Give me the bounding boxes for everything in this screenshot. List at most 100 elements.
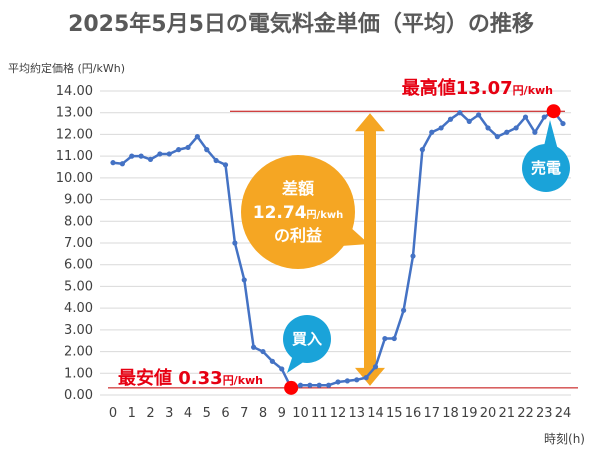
y-tick-label: 13.00: [56, 106, 93, 121]
x-tick-label: 1: [128, 406, 136, 421]
data-point: [316, 382, 322, 388]
diff-value: 12.74円/kwh: [253, 203, 343, 223]
data-point: [429, 129, 435, 135]
x-tick-label: 24: [555, 406, 572, 421]
buy-bubble: [283, 315, 331, 363]
x-tick-label: 6: [221, 406, 229, 421]
data-point: [307, 382, 313, 388]
x-tick-label: 21: [498, 406, 515, 421]
data-point: [485, 125, 491, 131]
data-point: [438, 125, 444, 131]
data-point: [119, 161, 125, 167]
chart-title: 2025年5月5日の電気料金単価（平均）の推移: [68, 11, 534, 37]
data-point: [560, 120, 566, 127]
y-tick-label: 14.00: [56, 84, 93, 99]
x-tick-label: 20: [480, 406, 497, 421]
x-tick-label: 10: [292, 406, 309, 421]
max-marker: [546, 104, 561, 119]
x-tick-label: 22: [517, 406, 534, 421]
data-point: [260, 348, 266, 355]
data-point: [344, 378, 350, 384]
data-point: [297, 382, 304, 388]
double-arrow: [355, 113, 385, 386]
data-point: [457, 110, 463, 116]
data-point: [194, 134, 200, 140]
data-point: [419, 147, 425, 153]
y-tick-label: 9.00: [64, 193, 93, 208]
x-tick-label: 16: [405, 406, 422, 421]
data-point: [391, 335, 397, 342]
data-point: [513, 125, 519, 131]
y-tick-label: 10.00: [56, 171, 93, 186]
data-point: [279, 366, 285, 372]
max-price-label: 最高値13.07円/kwh: [402, 77, 553, 99]
data-point: [466, 118, 472, 124]
diff-label-1: 差額: [282, 179, 314, 198]
data-point: [213, 157, 219, 164]
y-tick-label: 4.00: [64, 301, 93, 316]
x-tick-label: 17: [423, 406, 440, 421]
difference-arrow: [355, 113, 385, 386]
x-tick-label: 19: [461, 406, 478, 421]
data-point: [110, 160, 116, 166]
diff-bubble: [241, 155, 355, 269]
data-point: [241, 277, 247, 283]
y-tick-label: 8.00: [64, 214, 93, 229]
data-point: [354, 377, 360, 383]
y-tick-label: 5.00: [64, 279, 93, 294]
series-line-group: [110, 104, 566, 395]
buy-label: 買入: [292, 330, 322, 348]
x-tick-label: 9: [278, 406, 286, 421]
data-point: [222, 162, 229, 168]
data-point: [476, 112, 482, 118]
y-tick-labels: 0.00 1.00 2.00 3.00 4.00 5.00 6.00 7.00 8.00 9.00…: [56, 84, 93, 403]
y-axis-label: 平均約定価格 (円/kWh): [8, 61, 125, 75]
data-point: [372, 364, 379, 370]
data-point: [532, 129, 538, 135]
sell-bubble: [522, 144, 570, 192]
x-tick-label: 7: [240, 406, 248, 421]
y-tick-label: 11.00: [56, 149, 93, 164]
y-tick-label: 1.00: [64, 366, 93, 381]
data-point: [410, 253, 416, 259]
x-tick-label: 12: [330, 406, 347, 421]
x-tick-label: 15: [386, 406, 403, 421]
reference-lines: [108, 110, 578, 389]
x-tick-label: 0: [109, 406, 117, 421]
y-tick-label: 12.00: [56, 127, 93, 142]
data-point: [326, 382, 332, 388]
x-axis-label: 時刻(h): [544, 432, 585, 446]
data-point: [147, 156, 154, 162]
data-point: [494, 134, 500, 140]
callouts: 最高値13.07円/kwh 最安値 0.33円/kwh 差額 12.74円/kwh の利…: [118, 77, 570, 389]
data-point: [129, 153, 135, 159]
data-point: [522, 114, 529, 120]
x-tick-label: 4: [184, 406, 192, 421]
min-marker: [284, 380, 299, 395]
sell-bubble-tail: [544, 120, 558, 150]
data-point: [401, 307, 407, 313]
data-point: [504, 129, 510, 135]
data-point: [363, 375, 369, 381]
x-tick-label: 5: [203, 406, 211, 421]
data-point: [138, 153, 144, 159]
data-point: [541, 114, 547, 120]
data-point: [382, 335, 388, 342]
data-point: [232, 240, 238, 246]
data-point: [166, 151, 172, 157]
data-point: [251, 344, 257, 350]
x-tick-label: 13: [348, 406, 365, 421]
data-point: [157, 151, 163, 157]
x-tick-label: 18: [442, 406, 459, 421]
data-point: [335, 379, 341, 385]
data-point: [447, 116, 454, 122]
data-point: [176, 147, 182, 153]
min-price-label: 最安値 0.33円/kwh: [118, 367, 263, 389]
x-tick-labels: 0 1 2 3 4 5 6 7 8 9 10 11 12 13 14 15 16 17 18 19 20 21 22 23 24: [109, 406, 571, 421]
data-point: [204, 147, 210, 153]
y-tick-label: 7.00: [64, 236, 93, 251]
sell-label: 売電: [531, 159, 561, 177]
y-tick-label: 0.00: [64, 388, 93, 403]
diff-label-3: の利益: [274, 226, 322, 245]
